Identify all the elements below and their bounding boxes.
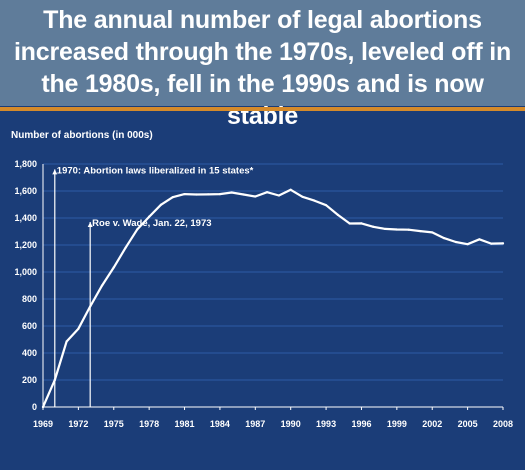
x-tick-label-1975: 1975 [104, 419, 124, 429]
x-tick-label-2005: 2005 [458, 419, 478, 429]
data-point-1998 [383, 227, 387, 231]
y-tick-label-0: 0 [32, 402, 37, 412]
data-point-1985 [230, 191, 233, 194]
x-tick-label-1987: 1987 [245, 419, 265, 429]
x-tick-label-1978: 1978 [139, 419, 159, 429]
data-point-1987 [254, 195, 257, 198]
data-point-1999 [395, 228, 398, 231]
annotation-arrow-1970 [52, 169, 58, 175]
data-point-1994 [336, 213, 339, 216]
annotation-label-1970: 1970: Abortion laws liberalized in 15 st… [57, 165, 254, 176]
y-tick-label-1400: 1,400 [14, 213, 37, 223]
x-tick-label-1993: 1993 [316, 419, 336, 429]
y-tick-label-200: 200 [22, 375, 37, 385]
x-tick-label-2008: 2008 [493, 419, 513, 429]
data-point-1971 [65, 340, 68, 343]
data-point-1979 [159, 203, 163, 206]
y-tick-label-1800: 1,800 [14, 159, 37, 169]
data-point-2008 [501, 242, 505, 245]
x-tick-label-1981: 1981 [175, 419, 195, 429]
data-point-1986 [242, 193, 245, 196]
y-tick-label-400: 400 [22, 348, 37, 358]
data-point-1981 [183, 193, 186, 196]
x-tick-label-1969: 1969 [33, 419, 53, 429]
annotations: 1970: Abortion laws liberalized in 15 st… [52, 165, 254, 407]
data-point-1973 [89, 305, 92, 308]
y-tick-label-1000: 1,000 [14, 267, 37, 277]
data-point-1988 [266, 191, 269, 194]
data-point-1991 [301, 195, 304, 198]
data-point-2006 [478, 238, 481, 241]
axes [42, 164, 504, 410]
data-point-2000 [407, 228, 410, 231]
data-point-1983 [207, 193, 210, 196]
data-point-2004 [454, 240, 457, 244]
data-point-1995 [348, 222, 351, 225]
y-tick-labels: 0 200 400 600 800 1,000 1,200 1,400 1,600 1,800 [14, 159, 37, 412]
annotation-label-1973: Roe v. Wade, Jan. 22, 1973 [92, 218, 211, 229]
data-point-2001 [419, 229, 422, 233]
accent-rule [0, 107, 525, 111]
data-point-1975 [112, 266, 115, 269]
x-tick-label-1999: 1999 [387, 419, 407, 429]
data-point-2007 [490, 242, 493, 245]
data-point-1982 [195, 193, 198, 196]
data-point-1996 [360, 222, 363, 225]
series-group [41, 188, 505, 409]
data-point-1977 [136, 228, 139, 231]
slide-title: The annual number of legal abortions inc… [13, 6, 512, 130]
gridlines [43, 163, 503, 381]
y-tick-label-600: 600 [22, 321, 37, 331]
y-tick-label-1600: 1,600 [14, 186, 37, 196]
annotation-arrow-1973 [87, 222, 93, 228]
x-tick-label-2002: 2002 [422, 419, 442, 429]
abortions-line-chart: Number of abortions (in 000s) 0 200 400 600… [11, 130, 513, 429]
data-point-1976 [124, 246, 127, 249]
data-point-1989 [277, 194, 280, 197]
data-point-1984 [218, 193, 222, 196]
title-band: The annual number of legal abortions inc… [0, 0, 525, 130]
data-point-1980 [171, 196, 174, 199]
data-point-1992 [313, 199, 316, 202]
x-tick-label-1972: 1972 [68, 419, 88, 429]
data-point-2002 [431, 231, 434, 234]
data-point-1970 [53, 378, 56, 382]
x-tick-label-1984: 1984 [210, 419, 230, 429]
y-axis-label: Number of abortions (in 000s) [11, 130, 153, 141]
data-point-2005 [466, 243, 469, 246]
data-point-1993 [324, 204, 328, 207]
y-tick-label-1200: 1,200 [14, 240, 37, 250]
x-tick-label-1996: 1996 [351, 419, 371, 429]
data-point-1969 [41, 405, 45, 409]
x-tick-label-1990: 1990 [281, 419, 301, 429]
data-point-1972 [77, 327, 80, 330]
data-point-1978 [148, 215, 151, 218]
data-point-1997 [372, 225, 375, 228]
series-line-0 [41, 188, 505, 409]
data-point-1990 [289, 188, 292, 191]
y-tick-label-800: 800 [22, 294, 37, 304]
x-tick-labels: 1969 1972 1975 1978 1981 1984 1987 1990 1993 1996… [33, 419, 513, 429]
data-point-1974 [100, 284, 104, 287]
data-point-2003 [442, 237, 446, 240]
